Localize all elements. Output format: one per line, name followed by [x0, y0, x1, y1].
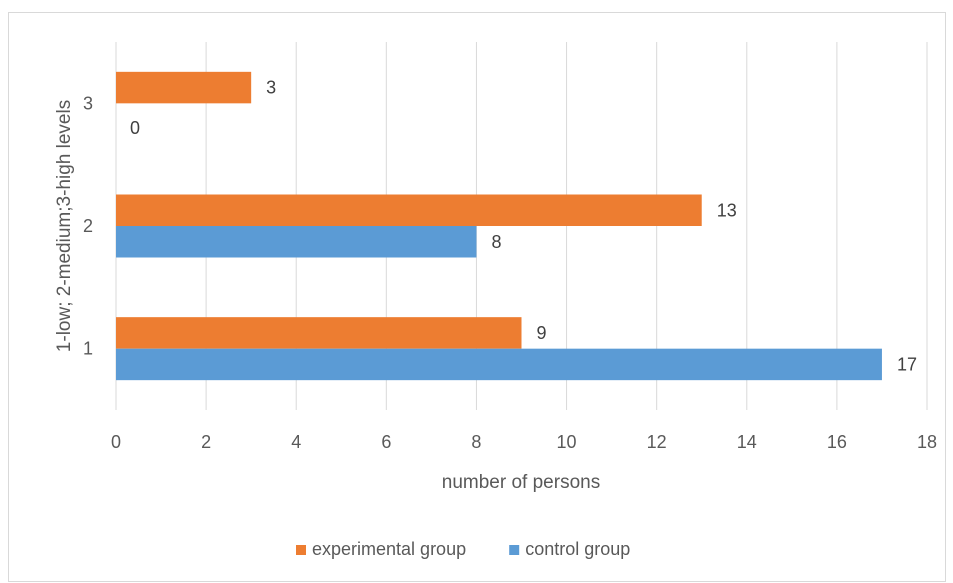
x-tick-label: 8: [471, 432, 481, 452]
x-tick-label: 6: [381, 432, 391, 452]
data-label: 0: [130, 118, 140, 138]
legend-swatch: [296, 545, 306, 555]
bars: [116, 72, 882, 380]
x-tick-label: 2: [201, 432, 211, 452]
x-tick-label: 0: [111, 432, 121, 452]
legend: experimental group control group: [296, 539, 630, 559]
y-tick-label: 2: [83, 216, 93, 236]
x-tick-label: 16: [827, 432, 847, 452]
bar-control: [116, 226, 476, 258]
data-label: 17: [897, 354, 917, 374]
bar-control: [116, 349, 882, 381]
x-tick-label: 12: [647, 432, 667, 452]
x-tick-label: 4: [291, 432, 301, 452]
data-label: 8: [491, 232, 501, 252]
bar-experimental: [116, 195, 702, 227]
x-tick-label: 10: [557, 432, 577, 452]
bar-experimental: [116, 72, 251, 104]
y-axis-title: 1-low; 2-medium;3-high levels: [54, 100, 75, 352]
data-label: 13: [717, 200, 737, 220]
data-label: 3: [266, 78, 276, 98]
x-axis-title: number of persons: [442, 472, 600, 493]
x-tick-label: 18: [917, 432, 937, 452]
data-label: 9: [537, 323, 547, 343]
legend-swatch: [509, 545, 519, 555]
legend-label: control group: [525, 539, 630, 559]
bar-experimental: [116, 317, 522, 349]
legend-label: experimental group: [312, 539, 466, 559]
y-tick-label: 1: [83, 339, 93, 359]
x-axis-ticks: 0 2 4 6 8 10 12 14 16 18: [111, 432, 937, 452]
y-tick-label: 3: [83, 93, 93, 113]
y-axis-ticks: 1 2 3: [83, 93, 93, 358]
x-tick-label: 14: [737, 432, 757, 452]
